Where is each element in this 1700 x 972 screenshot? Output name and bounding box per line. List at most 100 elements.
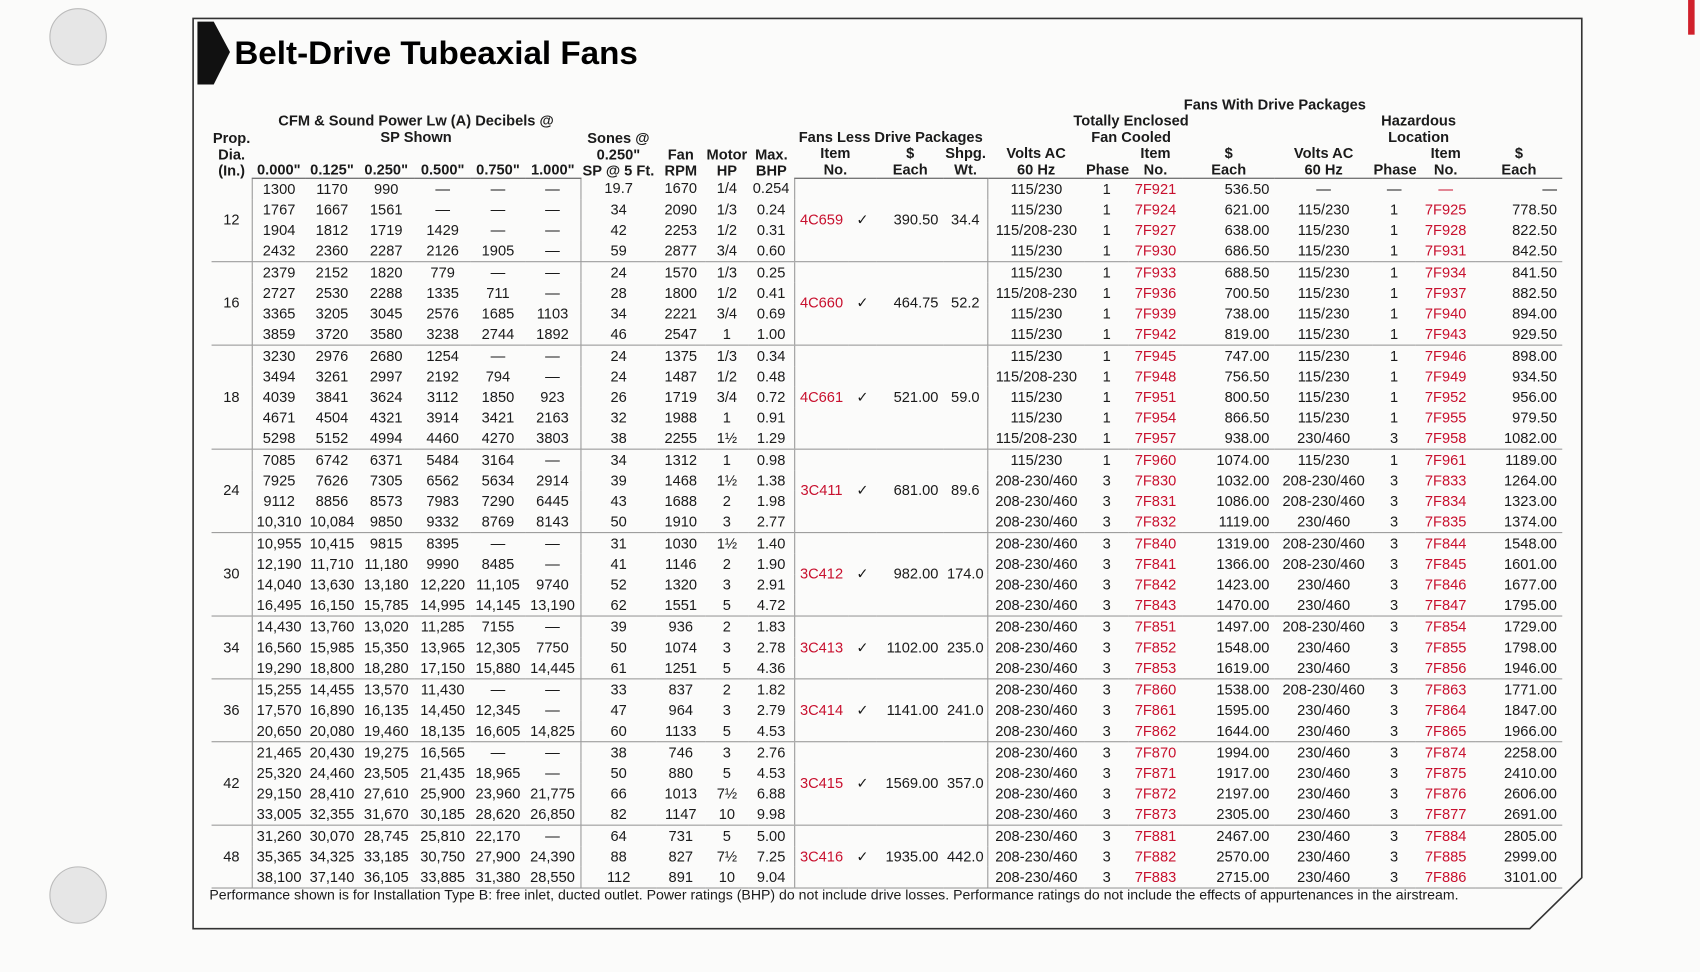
data-cell: 115/230 — [1297, 221, 1350, 238]
header-cell: Volts AC 60 Hz — [1274, 145, 1373, 179]
data-cell: 13,190 — [525, 594, 581, 617]
data-cell: 16,605 — [470, 720, 526, 743]
data-cell: 1423.00 — [1216, 575, 1270, 593]
data-cell: 841.50 — [1512, 263, 1557, 281]
data-cell: — — [1542, 180, 1557, 197]
data-cell: 6445 — [525, 490, 581, 512]
data-cell: 7F835 — [1415, 511, 1476, 534]
data-cell: 208-230/460 — [1282, 534, 1365, 552]
table-row: 2432 2360 2287 2126 1905—59 2877 3/4 0.60 115/23… — [212, 240, 1563, 263]
data-cell: 115/230 — [1010, 263, 1063, 281]
data-cell: 10,310 — [251, 511, 306, 534]
data-cell: 0.98 — [748, 449, 795, 471]
header-cell: Fan RPM — [664, 145, 698, 179]
data-cell: 3841 — [315, 388, 349, 405]
data-cell: 7F840 — [1134, 534, 1177, 552]
table-row: 29,150 28,410 27,610 25,900 23,960 21,775 66 10… — [212, 783, 1563, 805]
data-cell: — — [525, 199, 581, 220]
data-cell: 7F960 — [1134, 451, 1177, 468]
check-cell: ✓ — [848, 532, 877, 617]
data-cell: 1375 — [664, 347, 698, 364]
title: Belt-Drive Tubeaxial Fans — [234, 35, 638, 71]
data-cell: 5484 — [426, 451, 459, 468]
item-cell: 3C411 — [794, 449, 849, 534]
data-cell: 1.83 — [748, 616, 795, 638]
data-cell: 230/460 — [1297, 764, 1351, 781]
data-cell: 33,885 — [414, 866, 471, 889]
data-cell: 52 — [610, 575, 627, 593]
data-cell: 8856 — [315, 492, 349, 509]
data-cell: — — [490, 201, 506, 218]
data-cell: 3 — [1084, 594, 1129, 617]
data-cell: 4994 — [358, 428, 415, 450]
data-cell: 686.50 — [1182, 240, 1275, 263]
data-cell: 1/2 — [716, 367, 738, 385]
check-cell: ✓ — [848, 261, 877, 346]
data-cell: — — [490, 681, 506, 698]
data-cell: 3 — [1084, 720, 1129, 743]
table-row: 24 7085 6742 6371 5484 3164—34 1312 1 0.98 3C411 ✓… — [211, 449, 1563, 534]
data-cell: — — [525, 178, 581, 200]
weight-cell: 52.2 — [943, 261, 988, 346]
data-cell: 2914 — [525, 470, 581, 491]
data-cell: 1 — [1102, 284, 1111, 301]
table-row: 30 10,955 10,415 9815 8395— —31 1030 1½ 1.40 3C41… — [211, 532, 1563, 617]
data-cell: 19,290 — [251, 657, 306, 680]
data-cell: 13,965 — [420, 638, 466, 656]
table-row: 18 3230 2976 2680 1254— —24 1375 1/3 0.34 4C661 ✓ 5… — [211, 345, 1563, 450]
data-cell: 1487 — [664, 367, 698, 385]
data-cell: 16,135 — [363, 701, 409, 718]
data-cell: 11,180 — [364, 555, 409, 572]
header-cell: 0.500" — [414, 145, 471, 179]
data-cell: 1538.00 — [1216, 681, 1270, 698]
data-cell: 1032.00 — [1216, 471, 1270, 489]
data-cell: 19,275 — [363, 743, 409, 761]
data-cell: 9740 — [525, 574, 581, 595]
data-cell: 115/230 — [1297, 451, 1350, 468]
data-cell: 4270 — [470, 428, 526, 450]
data-cell: 8485 — [481, 555, 515, 572]
data-cell: 1850 — [481, 388, 515, 405]
header-cell: Volts AC 60 Hz — [987, 145, 1085, 179]
data-cell: 7F882 — [1134, 847, 1177, 865]
header-cell: 0.250" — [358, 145, 415, 179]
data-cell: 0.69 — [748, 303, 795, 324]
data-cell: 1 — [1102, 451, 1111, 468]
data-cell: 3 — [1084, 511, 1129, 534]
data-cell: 115/230 — [1010, 347, 1063, 364]
data-cell: 25,900 — [420, 785, 466, 802]
data-cell: 13,180 — [363, 575, 409, 593]
data-cell: 3 — [722, 575, 731, 593]
data-cell: 115/230 — [1010, 451, 1063, 468]
weight-cell: 241.0 — [943, 678, 988, 743]
item-cell: 4C659 — [794, 178, 849, 263]
data-cell: 3 — [1102, 618, 1111, 635]
data-cell: 7F943 — [1415, 323, 1476, 346]
item-cell: 3C414 — [794, 678, 849, 743]
data-cell: 115/230 — [1297, 347, 1350, 364]
data-cell: 2253 — [664, 221, 698, 238]
data-cell: 41 — [610, 555, 627, 572]
data-cell: 38,100 — [251, 866, 306, 889]
data-cell: 1335 — [426, 284, 459, 301]
data-cell: 230/460 — [1274, 720, 1373, 743]
data-cell: 2255 — [656, 428, 706, 450]
data-cell: 5634 — [481, 471, 515, 489]
data-cell: 7F845 — [1424, 555, 1467, 572]
data-cell: 1917.00 — [1216, 764, 1270, 781]
data-cell: 208-230/460 — [1282, 618, 1365, 635]
data-cell: 2288 — [369, 284, 403, 301]
data-cell: 18,280 — [358, 657, 415, 680]
data-cell: 115/230 — [987, 240, 1085, 263]
data-cell: 208-230/460 — [1282, 555, 1365, 572]
data-cell: 2432 — [251, 240, 306, 263]
data-cell: — — [525, 282, 581, 304]
data-cell: 2258.00 — [1504, 743, 1557, 761]
data-cell: 7F847 — [1415, 594, 1476, 617]
data-cell: 64 — [610, 827, 627, 844]
data-cell: 66 — [610, 785, 627, 802]
data-cell: 1170 — [316, 180, 348, 197]
data-cell: 208-230/460 — [995, 534, 1078, 552]
data-cell: 7F844 — [1424, 534, 1467, 552]
data-cell: 3 — [1390, 764, 1399, 781]
